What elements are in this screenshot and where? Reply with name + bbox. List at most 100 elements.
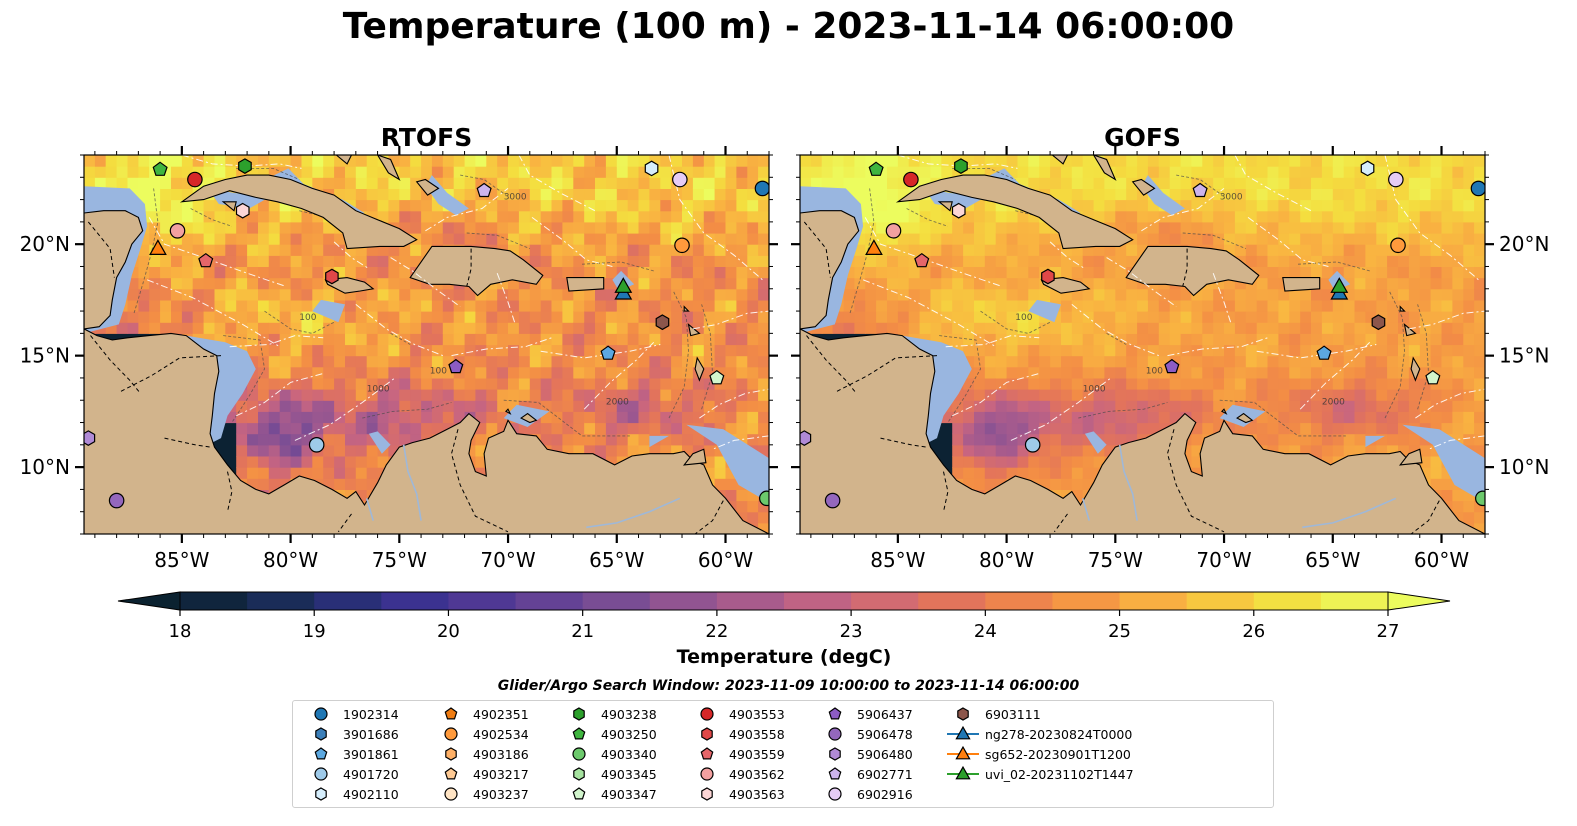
temp-cell [897, 266, 910, 279]
temp-cell [1191, 221, 1203, 234]
temp-cell [865, 311, 877, 323]
temp-cell [1311, 155, 1323, 167]
temp-cell [995, 210, 1008, 223]
temp-cell [649, 233, 661, 245]
temp-cell [747, 366, 759, 379]
temp-cell [529, 333, 542, 346]
country-border [90, 335, 141, 394]
temp-cell [1224, 288, 1236, 301]
temp-cell [1419, 255, 1432, 267]
temp-cell [258, 166, 270, 178]
temp-cell [1430, 199, 1443, 212]
shelf-area [649, 435, 669, 448]
legend-marker-icon [444, 767, 458, 780]
legend-label: 4903238 [601, 706, 657, 722]
temp-cell [1343, 299, 1356, 312]
temp-cell [540, 266, 553, 279]
legend-marker-icon [572, 747, 586, 761]
temp-cell [355, 355, 368, 368]
temp-cell [149, 233, 161, 245]
temp-cell [1267, 366, 1279, 379]
temp-cell [995, 467, 1008, 479]
temp-cell [1267, 277, 1279, 290]
temp-cell [1147, 221, 1160, 234]
temp-cell [1289, 177, 1301, 189]
temp-cell [442, 155, 455, 167]
temp-cell [930, 244, 942, 256]
temp-cell [854, 244, 866, 256]
temp-cell [290, 344, 303, 357]
temp-cell [1158, 177, 1171, 189]
temp-cell [1321, 311, 1334, 323]
temp-cell [1039, 389, 1051, 401]
land-area [1125, 245, 1260, 297]
temp-cell [919, 333, 932, 346]
temp-cell [508, 177, 520, 189]
temp-cell [453, 322, 466, 334]
temp-cell [181, 277, 194, 290]
temp-cell [627, 322, 640, 334]
temp-cell [301, 288, 313, 301]
legend-entry: 6902916 [817, 784, 913, 804]
temp-cell [1419, 333, 1432, 346]
temp-cell [203, 266, 216, 279]
temp-cell [464, 177, 477, 189]
temp-cell [725, 422, 737, 435]
temp-cell [1061, 166, 1073, 178]
legend-marker-icon [828, 787, 842, 801]
temp-cell [897, 288, 910, 301]
isobath [939, 335, 981, 423]
temp-cell [366, 277, 379, 290]
temp-cell [410, 422, 422, 435]
temp-cell [876, 244, 888, 256]
temp-cell [399, 288, 411, 301]
temp-cell [1050, 322, 1062, 334]
temp-cell [1224, 188, 1236, 201]
temp-cell [1332, 344, 1345, 357]
temp-cell [1267, 422, 1279, 435]
temp-cell [1311, 322, 1323, 334]
temp-cell [919, 177, 932, 189]
temp-cell [1343, 422, 1356, 435]
temp-cell [421, 210, 433, 223]
temp-cell [595, 355, 607, 368]
temp-cell [1463, 255, 1475, 267]
temp-cell [660, 400, 672, 412]
temp-cell [995, 277, 1008, 290]
temp-cell [682, 389, 694, 401]
temp-cell [714, 322, 727, 334]
temp-cell [1256, 344, 1269, 357]
temp-cell [410, 377, 422, 390]
temp-cell [952, 221, 964, 234]
temp-cell [268, 389, 281, 401]
temp-cell [692, 166, 705, 178]
temp-cell [247, 456, 259, 468]
temp-cell [355, 411, 368, 424]
legend-marker-icon [947, 765, 979, 780]
temp-cell [1234, 155, 1247, 167]
temp-cell [974, 311, 986, 323]
temp-cell [941, 266, 953, 279]
land-area [179, 174, 418, 250]
temp-cell [84, 155, 96, 167]
temp-cell [1256, 233, 1269, 245]
temp-cell [1343, 233, 1356, 245]
temp-cell [355, 199, 368, 212]
temp-cell [1332, 188, 1345, 201]
temp-cell [649, 377, 661, 390]
temp-cell [660, 444, 672, 457]
temp-cell [1332, 355, 1345, 368]
temp-cell [562, 210, 574, 223]
contour-label: 2000 [606, 398, 629, 408]
temp-cell [203, 233, 216, 245]
temp-cell [540, 277, 553, 290]
temp-cell [1354, 233, 1366, 245]
temp-cell [562, 255, 574, 267]
land-area [376, 155, 401, 181]
temp-cell [312, 366, 324, 379]
temp-cell [1115, 155, 1127, 167]
temp-cell [1071, 188, 1084, 201]
temp-cell [876, 288, 888, 301]
temp-cell [1311, 400, 1323, 412]
temp-cell [974, 266, 986, 279]
